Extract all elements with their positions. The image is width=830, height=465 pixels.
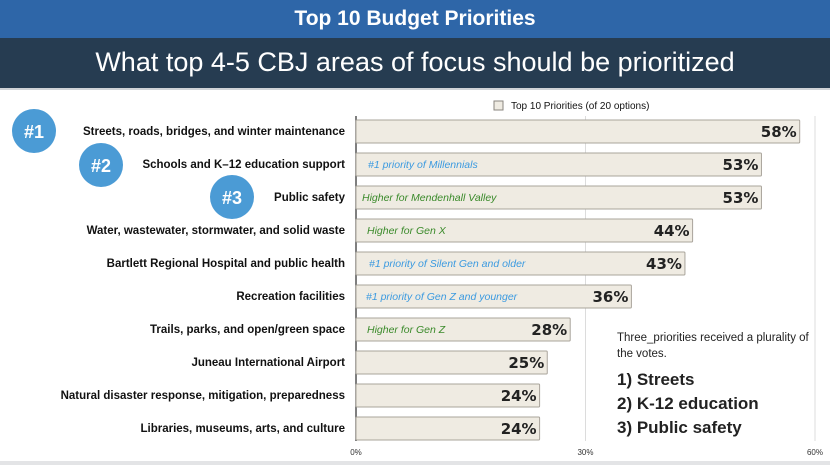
value-label: 58%	[761, 123, 797, 141]
legend-label: Top 10 Priorities (of 20 options)	[511, 101, 649, 112]
summary-item-2: 2) K-12 education	[617, 394, 759, 413]
category-label: Juneau International Airport	[191, 357, 345, 369]
rank-badge-circle	[79, 143, 123, 187]
bar-annotation: #1 priority of Silent Gen and older	[369, 258, 526, 270]
bar	[355, 185, 762, 210]
rank-badge-label: #2	[91, 156, 111, 176]
category-label: Bartlett Regional Hospital and public he…	[107, 258, 345, 270]
summary-box: Three_priorities received a plurality of…	[617, 330, 817, 440]
bar	[355, 317, 571, 342]
bar	[355, 383, 541, 408]
summary-item-1: 1) Streets	[617, 370, 695, 389]
bar	[355, 251, 686, 276]
category-label: Public safety	[274, 192, 346, 204]
category-label: Natural disaster response, mitigation, p…	[61, 390, 345, 402]
category-label: Water, wastewater, stormwater, and solid…	[87, 225, 345, 237]
page-title: Top 10 Budget Priorities	[0, 0, 830, 38]
bar-annotation: Higher for Mendenhall Valley	[362, 192, 497, 204]
rank-badge-label: #1	[24, 122, 44, 142]
bar	[355, 284, 632, 309]
x-tick-label: 60%	[807, 448, 823, 457]
value-label: 53%	[723, 189, 759, 207]
category-label: Libraries, museums, arts, and culture	[140, 423, 345, 435]
bars: 58%53%53%44%43%36%28%25%24%24%#1 priorit…	[355, 119, 801, 441]
chart-legend: Top 10 Priorities (of 20 options)	[493, 100, 649, 112]
value-label: 28%	[531, 321, 567, 339]
header-divider	[0, 88, 830, 90]
bar	[355, 350, 548, 375]
category-label: Trails, parks, and open/green space	[150, 324, 345, 336]
value-label: 36%	[592, 288, 628, 306]
rank-badge-circle	[12, 109, 56, 153]
category-label: Recreation facilities	[236, 291, 345, 303]
rank-badge-label: #3	[222, 188, 242, 208]
category-label: Streets, roads, bridges, and winter main…	[83, 126, 345, 138]
page-subtitle: What top 4-5 CBJ areas of focus should b…	[0, 38, 830, 88]
legend-swatch	[493, 100, 504, 111]
value-label: 53%	[723, 156, 759, 174]
rank-badge-circle	[210, 175, 254, 219]
value-label: 24%	[501, 420, 537, 438]
category-label: Schools and K–12 education support	[142, 159, 345, 171]
category-labels: Streets, roads, bridges, and winter main…	[61, 126, 346, 435]
value-label: 43%	[646, 255, 682, 273]
bar-annotation: Higher for Gen X	[367, 225, 447, 237]
bar	[355, 218, 694, 243]
value-label: 44%	[654, 222, 690, 240]
rank-badges: #1 #2 #3	[12, 109, 254, 219]
summary-intro: Three_priorities received a plurality of…	[617, 332, 809, 360]
x-tick-label: 0%	[350, 448, 362, 457]
value-label: 24%	[501, 387, 537, 405]
bar-annotation: #1 priority of Gen Z and younger	[366, 291, 518, 303]
bar-annotation: #1 priority of Millennials	[368, 159, 478, 171]
x-axis-ticks: 0% 30% 60%	[350, 448, 823, 457]
bar	[355, 119, 801, 144]
x-tick-label: 30%	[577, 448, 593, 457]
bar	[355, 416, 541, 441]
footer-divider	[0, 461, 830, 465]
bar	[355, 152, 762, 177]
value-label: 25%	[508, 354, 544, 372]
bar-annotation: Higher for Gen Z	[367, 324, 446, 336]
summary-item-3: 3) Public safety	[617, 418, 742, 437]
